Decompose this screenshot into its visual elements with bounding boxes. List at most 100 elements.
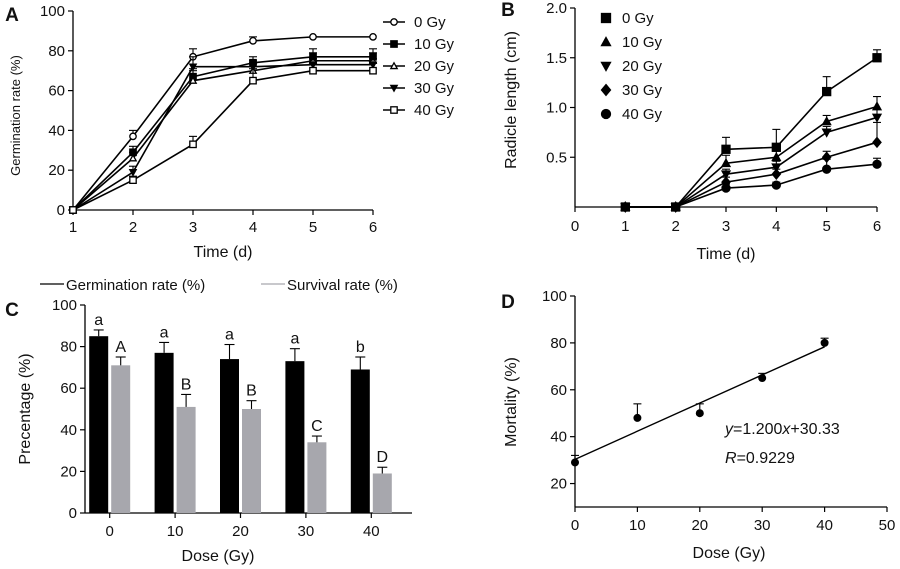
panel-d-data-point — [820, 338, 829, 347]
panel-b-y-tick-label: 0.5 — [546, 149, 567, 166]
panel-b-series-line — [625, 141, 878, 208]
panel-a-series-line — [72, 63, 373, 211]
panel-d-equation: y=1.200x+30.33 — [724, 421, 840, 438]
panel-d-data-point — [758, 374, 767, 383]
panel-b-data-point — [720, 170, 732, 180]
panel-b-x-tick-label: 6 — [873, 218, 881, 235]
panel-c-bar — [111, 365, 131, 513]
panel-a-x-tick-label: 5 — [309, 219, 317, 236]
panel-b-chart: 0.5 1.0 1.5 2.0 0 1 2 3 4 5 6 Time (d) 0 Gy 10 Gy 20 G… — [546, 0, 883, 263]
panel-c-legend-entry: Germination rate (%) — [40, 277, 205, 294]
panel-b-series-line — [625, 116, 878, 208]
panel-d-equation-part: y — [724, 421, 734, 438]
panel-c-y-tick-label: 100 — [52, 297, 77, 314]
panel-a-data-point — [189, 140, 197, 149]
panel-b-data-point — [771, 163, 782, 173]
panel-d-y-tick-label: 80 — [550, 335, 567, 352]
panel-b-x-tick-label: 0 — [571, 218, 579, 235]
panel-b-x-tick-label: 1 — [621, 218, 629, 235]
panel-c-x-tick-label: 0 — [106, 523, 114, 540]
panel-b-data-point — [872, 159, 882, 169]
panel-c-significance-letter: a — [225, 327, 234, 344]
panel-a-x-tick-label: 6 — [369, 219, 377, 236]
panel-letter-a: A — [5, 5, 19, 26]
panel-a-legend-label: 30 Gy — [414, 80, 455, 97]
panel-d-y-tick-label: 40 — [550, 429, 567, 446]
panel-c-bar — [372, 473, 392, 513]
panel-d-x-tick-label: 40 — [816, 517, 833, 534]
panel-c-bar — [350, 369, 370, 513]
panel-a-chart: 0 20 40 60 80 100 1 2 3 4 5 6 Time (d) 0 Gy 10 Gy 20 Gy… — [40, 3, 455, 261]
panel-a-y-tick-label: 80 — [48, 43, 65, 60]
panel-d-equation-part: =1.200 — [733, 421, 782, 438]
panel-b-series-line — [625, 105, 878, 208]
panel-b-data-point — [822, 86, 832, 97]
panel-c-y-tick-label: 80 — [60, 339, 77, 356]
panel-b-data-point — [821, 128, 832, 138]
panel-c-x-tick-label: 20 — [232, 523, 249, 540]
panel-a-x-axis-label: Time (d) — [194, 244, 253, 261]
panel-d-x-tick-label: 0 — [571, 517, 579, 534]
panel-b-legend-entry: 40 Gy — [600, 106, 663, 123]
panel-a-y-tick-label: 20 — [48, 162, 65, 179]
panel-b-data-point — [821, 116, 832, 126]
panel-b-legend-marker — [600, 12, 612, 24]
panel-b-y-axis-label: Radicle length (cm) — [503, 31, 520, 169]
panel-b-data-point — [771, 151, 782, 162]
panel-a-series-line — [72, 36, 373, 211]
panel-b-x-tick-label: 5 — [822, 218, 830, 235]
panel-a-y-axis-label: Germination rate (%) — [8, 55, 23, 176]
panel-a-series-4 — [69, 62, 377, 214]
panel-b-legend-label: 20 Gy — [622, 58, 663, 75]
panel-b-legend-label: 10 Gy — [622, 34, 663, 51]
panel-d-equation-part: +30.33 — [790, 421, 839, 438]
panel-d-data-point — [695, 409, 704, 418]
panel-b-data-point — [871, 101, 883, 111]
panel-c-bar — [176, 406, 196, 513]
panel-c-y-tick-label: 40 — [60, 422, 77, 439]
panel-a-legend-marker — [390, 106, 398, 114]
panel-d-r-number: =0.9229 — [737, 450, 795, 467]
panel-a-data-point — [128, 168, 138, 177]
panel-a-legend-label: 20 Gy — [414, 58, 455, 75]
panel-c-legend-label: Survival rate (%) — [287, 277, 398, 294]
panel-c-x-tick-label: 10 — [167, 523, 184, 540]
panel-d-data-point — [571, 458, 579, 467]
panel-d-data-point — [633, 413, 642, 422]
panel-d-y-tick-label: 20 — [550, 476, 567, 493]
panel-a-y-tick-label: 60 — [48, 83, 65, 100]
panel-letter-c: C — [5, 300, 19, 321]
panel-d-x-tick-label: 50 — [879, 517, 896, 534]
panel-a-legend-marker — [389, 84, 399, 93]
panel-letter-b: B — [501, 0, 515, 21]
panel-b-data-point — [720, 157, 732, 168]
panel-c-significance-letter: D — [377, 449, 389, 466]
panel-a-data-point — [248, 63, 258, 72]
panel-c-significance-letter: a — [94, 312, 103, 329]
panel-c-significance-letter: B — [181, 376, 192, 393]
panel-b-data-point — [620, 202, 630, 212]
panel-b-x-tick-label: 2 — [671, 218, 679, 235]
panel-d-y-tick-label: 60 — [550, 382, 567, 399]
panel-d-x-axis-label: Dose (Gy) — [693, 545, 766, 562]
panel-a-data-point — [249, 76, 257, 85]
panel-c-significance-letter: a — [290, 331, 299, 348]
panel-b-series-line — [625, 57, 878, 208]
panel-d-x-tick-label: 10 — [629, 517, 646, 534]
panel-c-y-tick-label: 20 — [60, 463, 77, 480]
panel-a-legend-entry: 20 Gy — [383, 58, 455, 75]
panel-b-x-tick-label: 3 — [722, 218, 730, 235]
panel-c-bar — [89, 336, 109, 513]
panel-c-y-axis-label: Precentage (%) — [17, 353, 34, 464]
panel-letter-d: D — [501, 292, 515, 313]
panel-a-series-line — [72, 55, 373, 211]
panel-b-legend-label: 40 Gy — [622, 106, 663, 123]
panel-a-legend-entry: 0 Gy — [383, 14, 446, 31]
panel-c-significance-letter: b — [356, 339, 365, 356]
panel-a-data-point — [129, 176, 137, 184]
panel-a-series-line — [72, 69, 373, 211]
panel-a-legend-marker — [390, 18, 398, 26]
panel-a-y-tick-label: 100 — [40, 3, 65, 20]
